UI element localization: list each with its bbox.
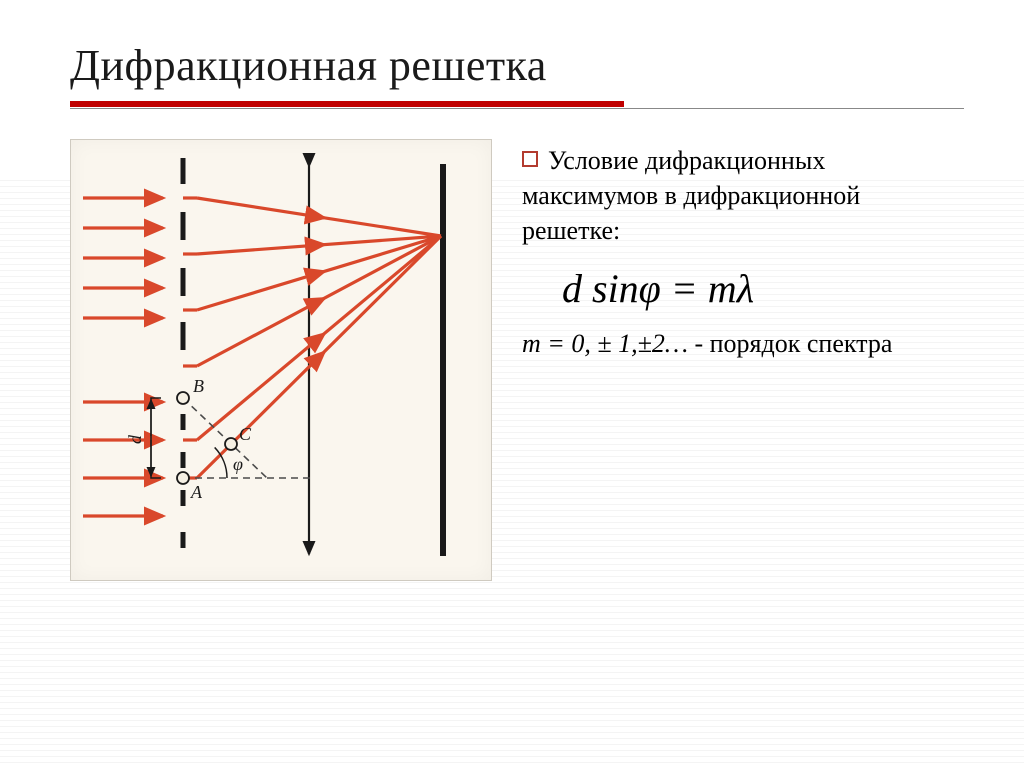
svg-text:B: B	[193, 376, 204, 396]
svg-text:d: d	[125, 434, 145, 444]
text-column: Условие дифракционных максимумов в дифра…	[522, 139, 964, 581]
title-underline-thin	[70, 108, 964, 109]
title-underline-red	[70, 101, 624, 107]
title-underline	[70, 101, 964, 109]
order-italic: m = 0, ± 1,±2…	[522, 329, 688, 358]
slide-title: Дифракционная решетка	[70, 40, 964, 91]
diffraction-diagram: B C Aφ d	[70, 139, 492, 581]
order-line: m = 0, ± 1,±2… - порядок спектра	[522, 326, 964, 361]
order-tail: - порядок спектра	[688, 329, 892, 358]
lead-text: Условие дифракционных максимумов в дифра…	[522, 146, 860, 245]
formula: d sinφ = mλ	[562, 262, 964, 316]
lead-paragraph: Условие дифракционных максимумов в дифра…	[522, 143, 964, 248]
bullet-icon	[522, 151, 538, 167]
svg-text:A: A	[190, 482, 203, 502]
svg-text:C: C	[239, 424, 252, 444]
diagram-svg: B C Aφ d	[71, 140, 491, 580]
svg-text:φ: φ	[233, 454, 243, 474]
title-block: Дифракционная решетка	[70, 40, 964, 109]
